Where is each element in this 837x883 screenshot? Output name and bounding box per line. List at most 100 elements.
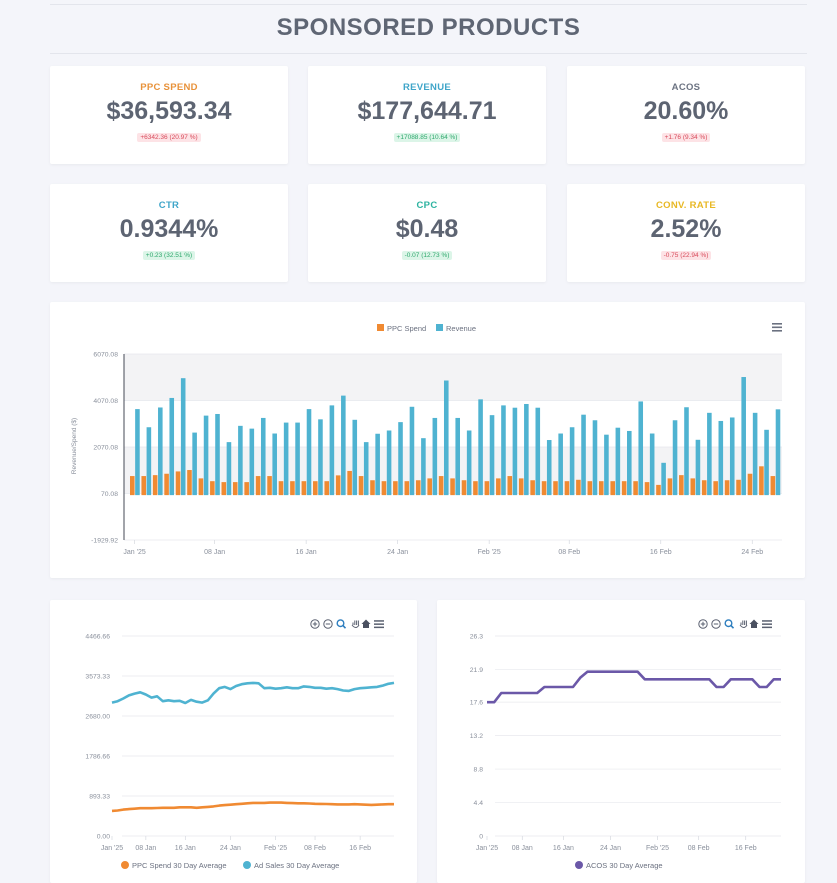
hand-pan-icon[interactable] [739,620,748,628]
bar-revenue[interactable] [592,420,598,496]
bar-ppc-spend[interactable] [175,471,181,496]
bar-ppc-spend[interactable] [633,481,638,496]
bar-ppc-spend[interactable] [713,481,718,496]
bar-ppc-spend[interactable] [770,476,776,496]
bar-revenue[interactable] [604,434,609,496]
bar-revenue[interactable] [192,432,197,496]
bar-ppc-spend[interactable] [358,476,364,496]
bar-revenue[interactable] [146,427,152,496]
bar-ppc-spend[interactable] [404,481,410,496]
bar-ppc-spend[interactable] [381,481,387,496]
bar-revenue[interactable] [581,414,586,496]
bar-ppc-spend[interactable] [598,481,604,496]
bar-revenue[interactable] [375,433,380,496]
bar-ppc-spend[interactable] [450,478,455,496]
bar-revenue[interactable] [615,427,621,496]
bar-ppc-spend[interactable] [461,480,467,496]
bar-revenue[interactable] [158,407,163,496]
bar-ppc-spend[interactable] [301,481,307,496]
bar-revenue[interactable] [295,422,300,496]
bar-revenue[interactable] [752,412,758,496]
magnifier-icon[interactable] [724,619,735,629]
bar-ppc-spend[interactable] [724,480,730,496]
bar-revenue[interactable] [260,417,266,496]
bar-revenue[interactable] [501,405,506,496]
line2-legend[interactable]: ACOS 30 Day Average [575,861,663,870]
bar-revenue[interactable] [203,415,209,496]
bar-ppc-spend[interactable] [518,478,524,496]
bar-ppc-spend[interactable] [335,475,341,496]
bar-ppc-spend[interactable] [553,481,558,496]
bar-ppc-spend[interactable] [244,482,249,496]
bar-ppc-spend[interactable] [690,478,696,496]
bar-revenue[interactable] [741,377,746,496]
bar-ppc-spend[interactable] [759,466,764,496]
zoom-out-icon[interactable] [323,619,333,629]
bar-ppc-spend[interactable] [187,470,192,496]
bar-revenue[interactable] [546,440,552,496]
bar-ppc-spend[interactable] [667,478,673,496]
bar-ppc-spend[interactable] [679,475,684,496]
bar-revenue[interactable] [135,409,140,496]
bar-revenue[interactable] [432,417,438,496]
bar-revenue[interactable] [478,399,483,496]
home-icon[interactable] [749,619,759,629]
bar-revenue[interactable] [558,433,563,496]
bar-ppc-spend[interactable] [370,480,375,496]
bar-ppc-spend[interactable] [701,480,707,496]
bar-ppc-spend[interactable] [541,481,547,496]
bar-ppc-spend[interactable] [747,473,753,496]
bar-revenue[interactable] [398,422,403,496]
bar-revenue[interactable] [649,433,655,496]
bar-ppc-spend[interactable] [644,482,650,496]
hand-pan-icon[interactable] [351,620,360,628]
bar-revenue[interactable] [466,430,472,496]
bar-ppc-spend[interactable] [473,481,478,496]
series-line[interactable] [111,681,395,705]
bar-ppc-spend[interactable] [507,476,513,496]
bar-ppc-spend[interactable] [496,478,501,496]
bar-revenue[interactable] [238,425,243,496]
bar-ppc-spend[interactable] [198,478,204,496]
bar-revenue[interactable] [455,417,461,496]
bar-revenue[interactable] [180,378,186,496]
bar-ppc-spend[interactable] [564,481,570,496]
bar-ppc-spend[interactable] [267,476,272,496]
bar-legend[interactable]: PPC Spend Revenue [377,324,476,333]
bar-ppc-spend[interactable] [324,481,330,496]
hamburger-menu-icon[interactable] [762,620,772,629]
home-icon[interactable] [361,619,371,629]
bar-revenue[interactable] [352,419,358,496]
bar-ppc-spend[interactable] [210,481,215,496]
series-line[interactable] [487,670,781,704]
bar-revenue[interactable] [363,442,369,496]
series-line[interactable] [111,801,394,813]
bar-revenue[interactable] [672,420,678,496]
bar-revenue[interactable] [249,428,255,496]
bar-revenue[interactable] [729,417,735,496]
bar-revenue[interactable] [764,429,769,496]
bar-ppc-spend[interactable] [232,482,238,496]
bar-revenue[interactable] [524,403,529,496]
magnifier-icon[interactable] [336,619,347,629]
bar-ppc-spend[interactable] [290,481,295,496]
bar-revenue[interactable] [283,422,289,496]
bar-ppc-spend[interactable] [141,476,147,496]
bar-ppc-spend[interactable] [278,481,284,496]
bar-revenue[interactable] [638,401,644,496]
bar-ppc-spend[interactable] [313,481,318,496]
bar-revenue[interactable] [329,405,335,496]
bar-revenue[interactable] [318,419,323,496]
bar-ppc-spend[interactable] [152,475,158,496]
bar-revenue[interactable] [226,442,232,496]
bar-revenue[interactable] [569,427,575,496]
bar-ppc-spend[interactable] [130,476,135,496]
bar-ppc-spend[interactable] [438,476,444,496]
bar-revenue[interactable] [306,409,312,496]
bar-revenue[interactable] [684,407,689,496]
bar-revenue[interactable] [512,407,518,496]
bar-ppc-spend[interactable] [736,479,741,496]
bar-ppc-spend[interactable] [221,482,227,496]
bar-ppc-spend[interactable] [164,473,169,496]
bar-revenue[interactable] [695,439,701,496]
